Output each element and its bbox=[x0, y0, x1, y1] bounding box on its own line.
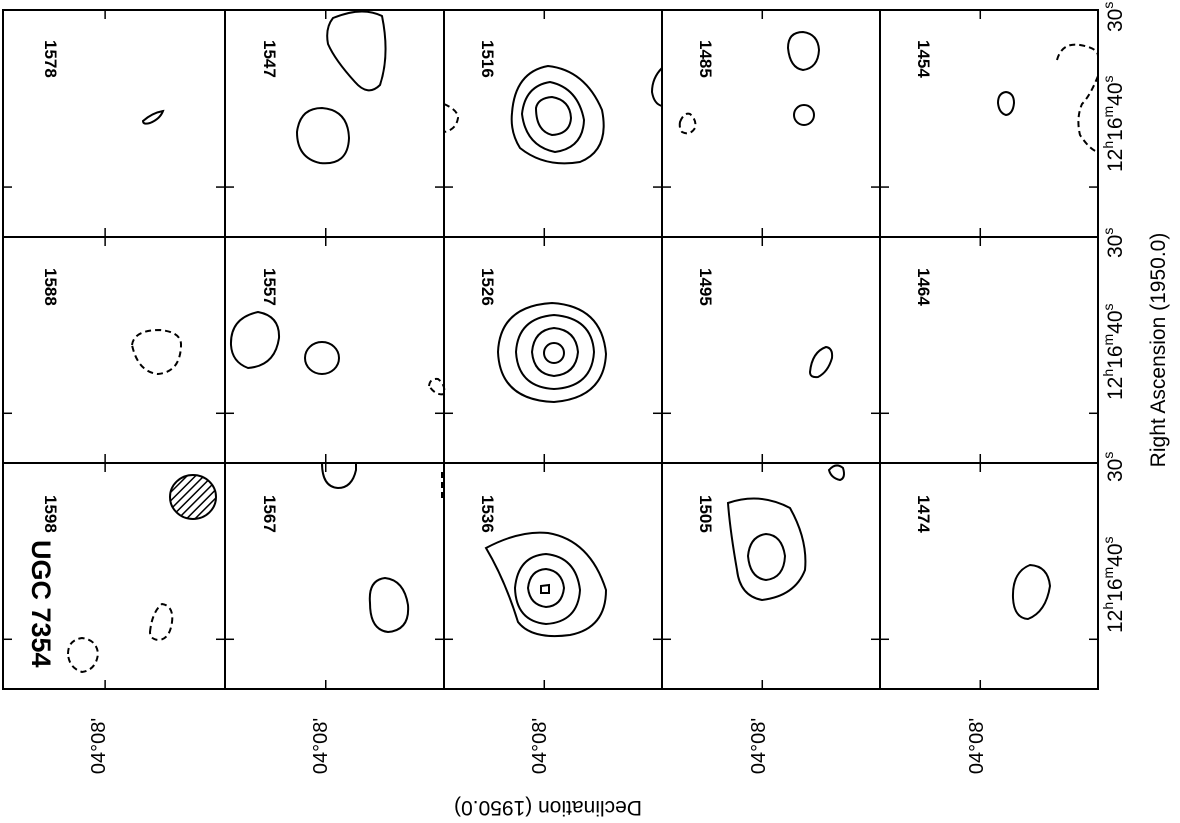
velocity-label: 1495 bbox=[696, 268, 715, 306]
velocity-label: 1516 bbox=[478, 40, 497, 78]
velocity-label: 1526 bbox=[478, 268, 497, 306]
dec-tick-label: 04°08' bbox=[310, 718, 332, 774]
axis-ticks bbox=[3, 10, 1098, 689]
dec-tick-label: 04°08' bbox=[88, 718, 110, 774]
object-name: UGC 7354 bbox=[26, 540, 56, 668]
dec-tick-label: 04°08' bbox=[529, 718, 551, 774]
velocity-label: 1485 bbox=[696, 40, 715, 78]
ra-tick-label-minor: 30s bbox=[1100, 2, 1127, 32]
panel-grid bbox=[2, 9, 1099, 690]
beam-icon bbox=[169, 474, 217, 520]
ra-tick-label-major: 12h16m40s bbox=[1100, 536, 1127, 633]
dec-tick-label: 04°08' bbox=[966, 718, 988, 774]
ra-tick-label-major: 12h16m40s bbox=[1100, 75, 1127, 172]
positive-contours bbox=[141, 10, 1052, 638]
ra-tick-label-major: 12h16m40s bbox=[1100, 303, 1127, 400]
velocity-labels: 1598 1588 1578 1567 1557 1547 1536 1526 … bbox=[41, 40, 933, 533]
ra-tick-label-minor: 30s bbox=[1100, 452, 1127, 482]
dec-tick-label: 04°08' bbox=[748, 718, 770, 774]
ra-axis-title: Right Ascension (1950.0) bbox=[1147, 233, 1170, 468]
velocity-label: 1454 bbox=[914, 40, 933, 78]
ra-tick-label-minor: 30s bbox=[1100, 228, 1127, 258]
velocity-label: 1567 bbox=[260, 495, 279, 533]
velocity-label: 1505 bbox=[696, 495, 715, 533]
velocity-label: 1474 bbox=[914, 495, 933, 533]
velocity-label: 1598 bbox=[41, 495, 60, 533]
velocity-label: 1557 bbox=[260, 268, 279, 306]
velocity-label: 1578 bbox=[41, 40, 60, 78]
velocity-label: 1536 bbox=[478, 495, 497, 533]
dec-tick-labels: 04°08' 04°08' 04°08' 04°08' 04°08' bbox=[88, 718, 988, 774]
velocity-label: 1588 bbox=[41, 268, 60, 306]
velocity-label: 1464 bbox=[914, 268, 933, 306]
velocity-label: 1547 bbox=[260, 40, 279, 78]
ra-tick-labels: 12h16m40s 12h16m40s 12h16m40s 30s 30s 30… bbox=[1100, 2, 1127, 633]
dec-axis-title: Declination (1950.0) bbox=[454, 796, 642, 819]
negative-contours bbox=[66, 43, 1099, 674]
